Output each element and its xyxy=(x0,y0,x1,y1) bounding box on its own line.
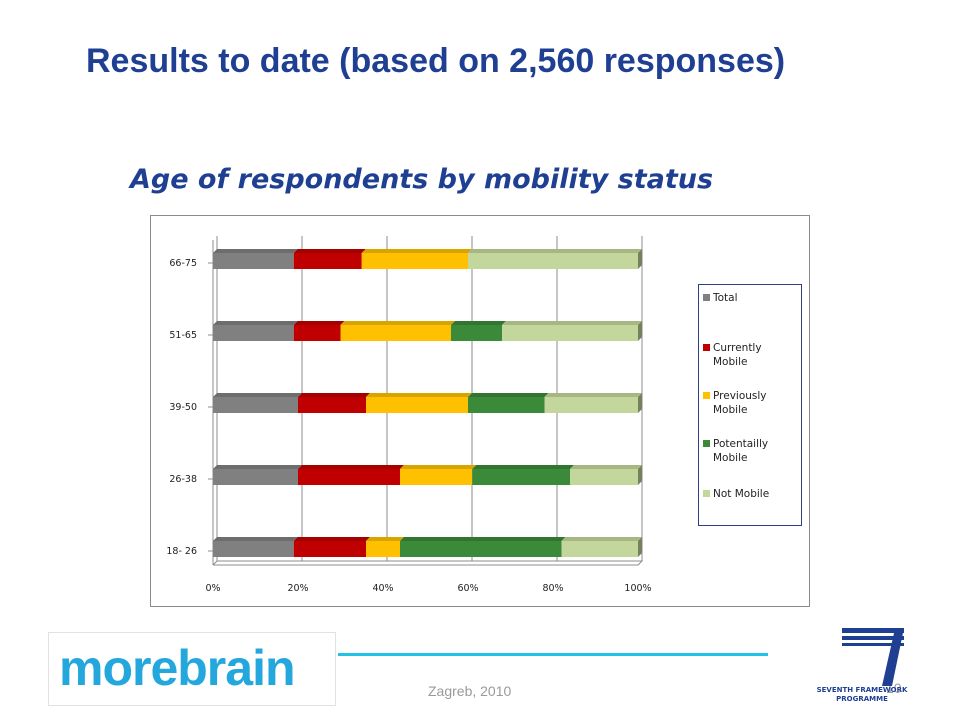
bar-segment xyxy=(213,325,294,341)
bar-segment-top xyxy=(472,465,574,469)
legend-label: Currently Mobile xyxy=(713,342,762,368)
bar-segment xyxy=(468,397,545,413)
legend-label: Previously Mobile xyxy=(713,390,767,416)
fp7-seven-icon xyxy=(842,628,904,686)
fp7-logo: SEVENTH FRAMEWORK PROGRAMME xyxy=(812,622,912,714)
bar-segment-top xyxy=(451,321,506,325)
bar-segment-top xyxy=(340,321,455,325)
x-tick-label: 100% xyxy=(624,583,651,594)
bar-segment-top xyxy=(400,537,566,541)
bar-segment xyxy=(361,253,468,269)
legend-swatch xyxy=(703,440,710,447)
bar-segment xyxy=(340,325,451,341)
footer-location: Zagreb, 2010 xyxy=(428,683,512,699)
logo-text: morebrain xyxy=(59,640,296,696)
bar-segment xyxy=(544,397,638,413)
bar-segment-top xyxy=(502,321,642,325)
bar-segment xyxy=(366,397,468,413)
footer-divider xyxy=(338,653,768,656)
bar-segment xyxy=(213,469,298,485)
x-tick-label: 60% xyxy=(457,583,478,594)
bar-segment xyxy=(502,325,638,341)
legend-swatch xyxy=(703,344,710,351)
bar-segment xyxy=(570,469,638,485)
legend-label: Not Mobile xyxy=(713,488,770,500)
bar-segment xyxy=(293,325,341,341)
bar-segment-top xyxy=(293,249,366,253)
bar-segment-top xyxy=(298,465,404,469)
legend-item: Currently Mobile xyxy=(703,341,793,369)
bar-segment-top xyxy=(213,465,302,469)
bar-segment xyxy=(298,397,366,413)
chart-area: 0% 20% 40% 60% 80% 100% 18- 26 26-38 39-50 51-65 6… xyxy=(150,215,810,607)
legend-swatch xyxy=(703,490,710,497)
x-tick-label: 40% xyxy=(372,583,393,594)
y-tick-label: 66-75 xyxy=(169,258,197,269)
chart-legend: Total Currently Mobile Previously Mobile Po… xyxy=(698,284,802,526)
legend-label: Total xyxy=(713,292,738,304)
bar-segment xyxy=(213,541,294,557)
bar-end-face xyxy=(638,465,642,485)
bar-end-face xyxy=(638,321,642,341)
bar-segment xyxy=(213,397,298,413)
legend-item: Not Mobile xyxy=(703,487,793,501)
bar-segment-top xyxy=(561,537,642,541)
bar-segment xyxy=(468,253,638,269)
x-tick-label: 0% xyxy=(205,583,220,594)
bar-segment xyxy=(400,469,473,485)
bar-segment xyxy=(293,541,366,557)
bar-segment xyxy=(366,541,400,557)
bar-segment xyxy=(451,325,502,341)
legend-item: Total xyxy=(703,291,793,305)
bar-segment-top xyxy=(468,393,549,397)
bar-segment-top xyxy=(298,393,370,397)
bar-end-face xyxy=(638,537,642,557)
bar-segment-top xyxy=(213,537,298,541)
y-tick-label: 18- 26 xyxy=(166,546,197,557)
bar-segment-top xyxy=(366,393,472,397)
bar-segment-top xyxy=(468,249,642,253)
bar-segment xyxy=(213,253,294,269)
bar-segment-top xyxy=(213,249,298,253)
bar-segment-top xyxy=(213,393,302,397)
chart-floor xyxy=(212,560,644,566)
bar-segment-top xyxy=(293,537,370,541)
x-tick-label: 80% xyxy=(542,583,563,594)
bar-segment xyxy=(400,541,562,557)
fp7-label-line2: PROGRAMME xyxy=(836,695,888,703)
legend-label: Potentailly Mobile xyxy=(713,438,769,464)
x-tick-label: 20% xyxy=(287,583,308,594)
bar-segment-top xyxy=(361,249,472,253)
y-tick-label: 39-50 xyxy=(169,402,197,413)
morebrain-logo: morebrain xyxy=(48,632,336,706)
bar-segment-top xyxy=(366,537,404,541)
bar-segment xyxy=(472,469,570,485)
bar-segment xyxy=(561,541,638,557)
chart-title: Age of respondents by mobility status xyxy=(130,164,714,195)
bar-segment xyxy=(293,253,362,269)
legend-swatch xyxy=(703,392,710,399)
bar-segment-top xyxy=(293,321,345,325)
y-tick-label: 26-38 xyxy=(169,474,197,485)
fp7-label-line1: SEVENTH FRAMEWORK xyxy=(816,686,908,694)
bar-segment-top xyxy=(570,465,642,469)
bar-end-face xyxy=(638,393,642,413)
slide-title: Results to date (based on 2,560 response… xyxy=(86,42,786,80)
y-tick-label: 51-65 xyxy=(169,330,197,341)
stacked-bar-chart: 0% 20% 40% 60% 80% 100% 18- 26 26-38 39-50 51-65 6… xyxy=(166,236,652,594)
legend-item: Potentailly Mobile xyxy=(703,437,793,465)
bar-segment-top xyxy=(213,321,298,325)
legend-swatch xyxy=(703,294,710,301)
bar-segment-top xyxy=(544,393,642,397)
bar-end-face xyxy=(638,249,642,269)
bar-segment xyxy=(298,469,400,485)
legend-item: Previously Mobile xyxy=(703,389,793,417)
bar-segment-top xyxy=(400,465,477,469)
